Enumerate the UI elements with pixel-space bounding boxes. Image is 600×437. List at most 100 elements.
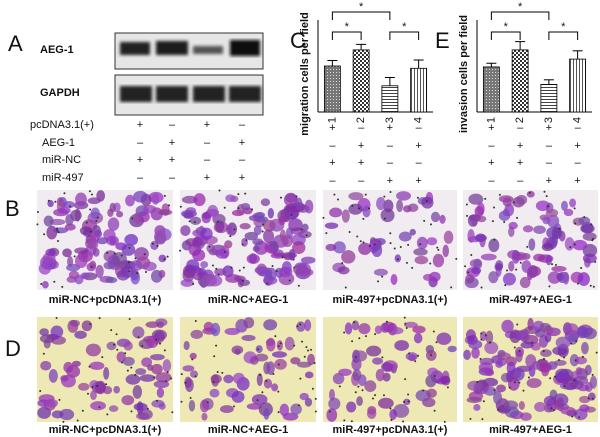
pore bbox=[527, 376, 530, 379]
pore bbox=[85, 221, 88, 224]
condition-sign: – bbox=[575, 157, 582, 169]
condition-sign: – bbox=[204, 154, 211, 166]
pore bbox=[357, 207, 360, 210]
cell bbox=[329, 207, 343, 218]
cell bbox=[332, 372, 345, 385]
pore bbox=[518, 381, 521, 384]
cell bbox=[366, 408, 377, 419]
cell bbox=[403, 321, 418, 328]
cell bbox=[271, 383, 279, 392]
cell bbox=[356, 396, 363, 407]
cell bbox=[231, 345, 244, 355]
pore bbox=[90, 193, 93, 196]
pore bbox=[484, 197, 487, 200]
pore bbox=[146, 407, 149, 410]
pore bbox=[298, 404, 301, 407]
cell bbox=[372, 357, 384, 365]
pore bbox=[307, 349, 310, 352]
pore bbox=[116, 348, 119, 351]
pore bbox=[551, 263, 554, 266]
cell bbox=[304, 397, 313, 407]
cell bbox=[348, 203, 363, 215]
cell bbox=[485, 330, 494, 344]
cell bbox=[325, 243, 337, 252]
cell bbox=[412, 325, 426, 334]
condition-sign: – bbox=[358, 122, 365, 134]
pore bbox=[171, 411, 174, 414]
pore bbox=[155, 338, 158, 341]
bar bbox=[410, 67, 428, 113]
pore bbox=[493, 389, 496, 392]
pore bbox=[362, 217, 365, 220]
cell bbox=[351, 320, 360, 331]
cell bbox=[582, 253, 597, 264]
cell bbox=[181, 195, 198, 204]
pore bbox=[573, 243, 576, 246]
cell bbox=[132, 384, 143, 399]
cell bbox=[109, 202, 116, 213]
cell bbox=[200, 261, 209, 268]
pore bbox=[547, 205, 550, 208]
cell bbox=[582, 232, 597, 241]
pore bbox=[47, 199, 50, 202]
cell bbox=[292, 241, 306, 255]
pore bbox=[543, 190, 546, 193]
pore bbox=[389, 407, 392, 410]
pore bbox=[333, 193, 336, 196]
cell bbox=[468, 193, 484, 205]
pore bbox=[325, 232, 328, 235]
cell bbox=[488, 271, 499, 284]
condition-sign: + bbox=[387, 175, 393, 187]
pore bbox=[88, 190, 91, 193]
cell bbox=[269, 240, 278, 250]
cell bbox=[124, 234, 139, 246]
pore bbox=[594, 260, 597, 263]
pore bbox=[261, 391, 264, 394]
cell bbox=[563, 208, 574, 217]
pore bbox=[179, 249, 182, 252]
micrograph-caption: miR-NC+pcDNA3.1(+) bbox=[49, 424, 162, 436]
cell bbox=[243, 317, 255, 329]
pore bbox=[344, 286, 347, 289]
cell bbox=[398, 231, 412, 242]
micrograph bbox=[322, 190, 458, 290]
cell bbox=[123, 341, 133, 351]
cell bbox=[201, 412, 208, 421]
pore bbox=[373, 243, 376, 246]
pore bbox=[542, 357, 545, 360]
pore bbox=[86, 392, 89, 395]
cell bbox=[526, 190, 535, 198]
condition-sign: – bbox=[546, 140, 553, 152]
pore bbox=[36, 210, 39, 213]
pore bbox=[545, 195, 548, 198]
cell bbox=[480, 253, 497, 261]
pore bbox=[482, 400, 485, 403]
pore bbox=[423, 219, 426, 222]
cell bbox=[358, 242, 372, 255]
pore bbox=[450, 286, 453, 289]
pore bbox=[429, 262, 432, 265]
pore bbox=[374, 333, 377, 336]
significance-bracket bbox=[490, 31, 521, 40]
pore bbox=[218, 189, 221, 192]
cell bbox=[413, 248, 428, 256]
cell bbox=[260, 198, 271, 207]
cell bbox=[436, 332, 452, 345]
pore bbox=[113, 343, 116, 346]
cell bbox=[241, 334, 256, 342]
pore bbox=[563, 356, 566, 359]
cell bbox=[133, 211, 142, 224]
pore bbox=[337, 198, 340, 201]
pore bbox=[193, 221, 196, 224]
pore bbox=[206, 401, 209, 404]
pore bbox=[189, 396, 192, 399]
cell bbox=[85, 343, 101, 357]
pore bbox=[403, 316, 406, 319]
cell bbox=[518, 401, 525, 410]
pore bbox=[416, 196, 419, 199]
cell bbox=[121, 243, 136, 256]
cell bbox=[519, 276, 531, 289]
cell bbox=[333, 241, 346, 254]
cell bbox=[427, 367, 439, 377]
cell bbox=[263, 378, 273, 389]
